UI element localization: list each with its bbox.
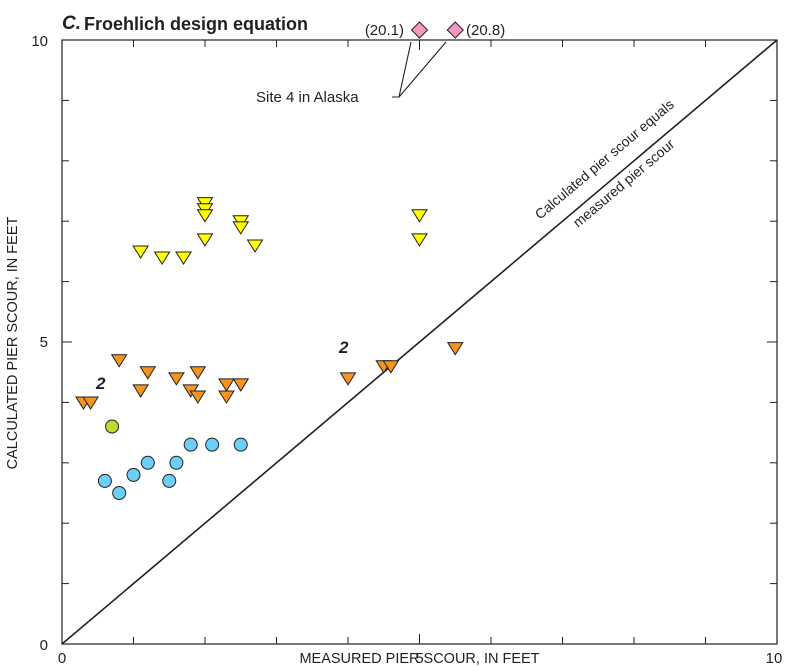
circle-point	[205, 437, 220, 452]
circle-point	[112, 486, 127, 500]
chart-title: Froehlich design equation	[84, 14, 308, 34]
triangle-point	[196, 233, 214, 247]
triangle-point	[196, 209, 214, 223]
y-tick-label-10: 10	[31, 33, 48, 50]
y-tick-label-5: 5	[40, 334, 48, 351]
triangle-point	[189, 366, 207, 380]
triangle-point	[232, 221, 250, 235]
triangle-point	[82, 396, 100, 410]
triangle-point	[339, 372, 357, 386]
triangle-point	[218, 390, 235, 404]
y-axis-title: CALCULATED PIER SCOUR, IN FEET	[5, 217, 21, 470]
triangle-point	[132, 384, 150, 398]
triangle-point	[189, 390, 207, 404]
triangle-point	[167, 372, 185, 386]
diamond-point	[410, 21, 429, 39]
count-label-left: 2	[95, 374, 106, 393]
triangle-point	[218, 378, 235, 392]
x-tick-label-5: 5	[415, 650, 423, 667]
triangle-point	[175, 251, 192, 265]
triangle-point	[232, 378, 250, 392]
circle-point	[97, 473, 112, 488]
triangle-point	[139, 366, 157, 380]
equality-line	[61, 39, 778, 645]
y-tick-label-0: 0	[40, 637, 48, 654]
triangle-point	[246, 239, 264, 253]
x-tick-label-0: 0	[58, 650, 66, 667]
triangle-point	[411, 233, 428, 247]
circle-point	[140, 455, 155, 470]
triangle-point	[382, 360, 400, 374]
circle-point	[183, 437, 198, 452]
panel-letter: C.	[62, 13, 81, 34]
x-axis-title-visible: MEASURED PIER SCOUR, IN FEET	[299, 651, 539, 667]
circle-point	[233, 437, 248, 452]
data-points	[75, 21, 464, 500]
circle-point	[126, 467, 141, 482]
count-label-middle: 2	[338, 338, 349, 357]
site-callout-leader	[392, 41, 447, 98]
x-tick-label-10: 10	[766, 650, 783, 667]
triangle-point	[132, 245, 150, 259]
site-4-alaska-label: Site 4 in Alaska	[256, 89, 359, 106]
circle-point	[105, 419, 120, 434]
triangle-point	[110, 354, 128, 368]
offscale-label-20-8: (20.8)	[466, 22, 505, 39]
circle-point	[162, 473, 177, 488]
offscale-label-20-1: (20.1)	[365, 22, 404, 39]
circle-point	[169, 455, 184, 470]
triangle-point	[153, 251, 171, 265]
triangle-point	[411, 209, 428, 223]
diamond-point	[446, 21, 464, 39]
axis-ticks	[61, 39, 778, 645]
triangle-point	[446, 342, 464, 356]
